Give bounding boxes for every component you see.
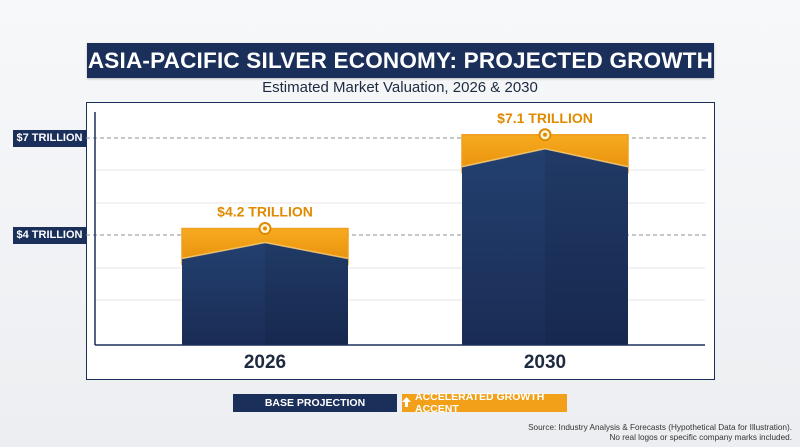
data-label: $4.2 TRILLION [217, 204, 313, 220]
legend-base-label: BASE PROJECTION [264, 397, 366, 409]
bar [182, 242, 348, 345]
legend-accent-label: ACCELERATED GROWTH ACCENT [415, 391, 545, 415]
category-label: 2026 [244, 352, 286, 373]
legend-accelerated-growth: ACCELERATED GROWTH ACCENT [402, 391, 567, 415]
value-marker-dot [543, 132, 547, 137]
data-labels: $4.2 TRILLION 2026 $7.1 TRILLION 2030 [217, 110, 593, 373]
bar [462, 148, 628, 345]
bar-roof-edge [461, 147, 629, 168]
chart-title: ASIA-PACIFIC SILVER ECONOMY: PROJECTED G… [87, 43, 714, 78]
source-line-2: No real logos or specific company marks … [609, 433, 792, 442]
category-label: 2030 [524, 352, 566, 373]
bars [181, 134, 629, 345]
source-line-1: Source: Industry Analysis & Forecasts (H… [528, 423, 792, 432]
y-tick-label: $4 TRILLION [13, 226, 86, 244]
arrow-up-icon [402, 396, 411, 410]
bar-roof-edge [181, 241, 349, 260]
axes [94, 112, 705, 346]
bar-shade [545, 148, 628, 345]
bar-shade [265, 242, 348, 345]
source-note: Source: Industry Analysis & Forecasts (H… [528, 423, 792, 443]
legend-base-projection: BASE PROJECTION [233, 394, 397, 412]
chart-subtitle: Estimated Market Valuation, 2026 & 2030 [262, 79, 538, 96]
y-tick-label: $7 TRILLION [13, 129, 86, 147]
data-label: $7.1 TRILLION [497, 110, 593, 126]
value-marker-dot [263, 226, 267, 231]
